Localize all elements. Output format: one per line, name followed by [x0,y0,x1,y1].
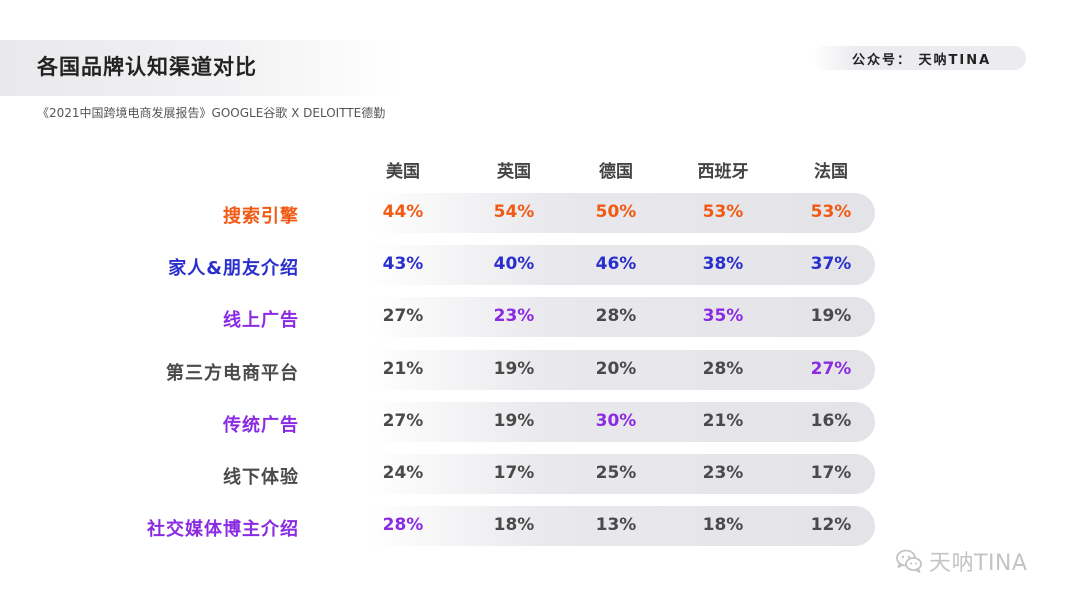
row-background [148,245,875,286]
table-cell: 18% [702,515,744,536]
watermark: 天呐TINA [895,545,1027,577]
table-cell: 30% [595,410,637,431]
table-cell: 12% [810,515,852,536]
source-subtitle: 《2021中国跨境电商发展报告》GOOGLE谷歌 X DELOITTE德勤 [37,106,386,120]
table-cell: 28% [595,306,637,327]
table-cell: 25% [595,463,637,483]
table-cell: 46% [595,254,637,275]
table-cell: 20% [595,358,637,379]
column-header: 西班牙 [697,162,749,182]
table-cell: 19% [493,410,535,431]
row-label: 家人&朋友介绍 [168,258,299,280]
row-background [148,454,875,494]
table-cell: 23% [702,463,744,483]
table-cell: 17% [493,463,535,483]
table-cell: 21% [702,410,744,431]
table-cell: 27% [382,410,424,431]
table-cell: 21% [382,358,424,379]
row-background [148,193,875,233]
row-label: 搜索引擎 [223,206,299,227]
account-label: 公众号： 天呐TINA [852,53,992,68]
table-cell: 50% [595,202,637,222]
table-cell: 54% [493,202,535,222]
column-header: 德国 [599,162,633,182]
row-background [148,297,875,338]
table-cell: 43% [382,254,424,275]
column-header: 美国 [386,162,420,182]
table-cell: 13% [595,515,637,536]
table-cell: 16% [810,410,852,431]
table-cell: 18% [493,515,535,536]
table-cell: 23% [493,306,535,327]
row-label: 线下体验 [223,467,299,488]
row-background [148,349,875,390]
wechat-icon [896,549,922,573]
table-cell: 24% [382,463,424,483]
row-label: 线上广告 [223,310,299,332]
table-cell: 35% [702,306,744,327]
table-cell: 37% [810,254,852,275]
table-cell: 27% [382,306,424,327]
row-background [148,506,875,547]
table-cell: 27% [810,358,852,379]
table-cell: 28% [702,358,744,379]
table-cell: 17% [810,463,852,483]
page-title: 各国品牌认知渠道对比 [37,55,257,79]
row-label: 第三方电商平台 [166,362,299,384]
table-cell: 19% [810,306,852,327]
table-cell: 53% [702,202,744,222]
watermark-text: 天呐TINA [929,551,1028,576]
title-background [0,40,400,96]
account-pill [812,46,1026,70]
table-cell: 40% [493,254,535,275]
row-label: 社交媒体博主介绍 [147,519,299,541]
column-header: 法国 [814,162,848,182]
table-cell: 38% [702,254,744,275]
row-background [148,401,875,442]
table-cell: 53% [810,202,852,222]
column-header: 英国 [497,162,531,182]
row-label: 传统广告 [223,414,299,436]
table-cell: 19% [493,358,535,379]
table-cell: 28% [382,515,424,536]
table-cell: 44% [382,202,424,222]
